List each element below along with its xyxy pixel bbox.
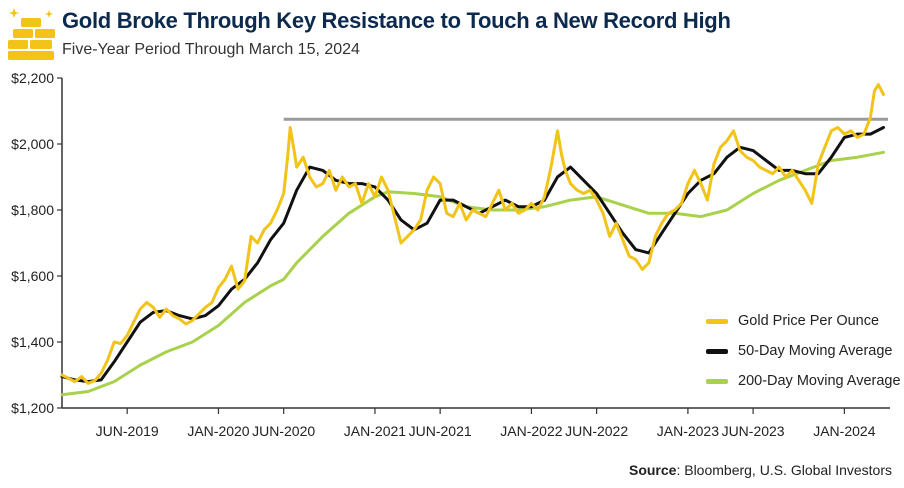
legend-swatch-ma50 bbox=[706, 348, 728, 354]
x-tick-label: JUN-2022 bbox=[565, 423, 628, 439]
legend-item-gold: Gold Price Per Ounce bbox=[706, 306, 901, 336]
legend-item-ma50: 50-Day Moving Average bbox=[706, 336, 901, 366]
x-tick-label: JUN-2019 bbox=[96, 423, 159, 439]
y-tick-label: $2,000 bbox=[11, 136, 54, 152]
series-line-gold bbox=[60, 83, 885, 385]
gold-bars-icon bbox=[8, 8, 55, 60]
chart-legend: Gold Price Per Ounce 50-Day Moving Avera… bbox=[706, 306, 901, 396]
legend-label-ma50: 50-Day Moving Average bbox=[738, 343, 893, 359]
y-tick-label: $1,600 bbox=[11, 268, 54, 284]
legend-swatch-gold bbox=[706, 318, 728, 324]
x-tick-label: JAN-2020 bbox=[187, 423, 249, 439]
x-tick-label: JAN-2023 bbox=[657, 423, 719, 439]
y-tick-label: $1,800 bbox=[11, 202, 54, 218]
x-tick-label: JUN-2023 bbox=[722, 423, 785, 439]
y-tick-label: $1,200 bbox=[11, 400, 54, 416]
x-tick-label: JAN-2024 bbox=[813, 423, 875, 439]
legend-item-ma200: 200-Day Moving Average bbox=[706, 366, 901, 396]
legend-swatch-ma200 bbox=[706, 378, 728, 384]
y-tick-label: $1,400 bbox=[11, 334, 54, 350]
x-tick-label: JAN-2021 bbox=[344, 423, 406, 439]
x-tick-label: JUN-2020 bbox=[252, 423, 315, 439]
source-text: : Bloomberg, U.S. Global Investors bbox=[676, 462, 892, 478]
legend-label-gold: Gold Price Per Ounce bbox=[738, 313, 880, 329]
y-tick-label: $2,200 bbox=[11, 70, 54, 86]
legend-label-ma200: 200-Day Moving Average bbox=[738, 373, 901, 389]
chart-title: Gold Broke Through Key Resistance to Tou… bbox=[62, 8, 731, 33]
x-tick-label: JUN-2021 bbox=[409, 423, 472, 439]
chart-subtitle: Five-Year Period Through March 15, 2024 bbox=[62, 41, 360, 58]
source-note: Source: Bloomberg, U.S. Global Investors bbox=[629, 462, 892, 478]
x-tick-label: JAN-2022 bbox=[500, 423, 562, 439]
source-label: Source bbox=[628, 462, 677, 478]
